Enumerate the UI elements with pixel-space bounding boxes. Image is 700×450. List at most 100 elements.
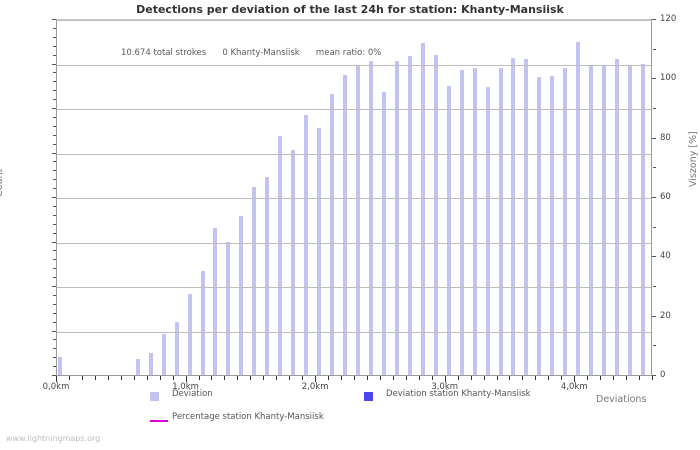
x-axis-tick [211,376,213,380]
legend-swatch [364,392,373,401]
bar [135,358,140,375]
x-axis-tick [509,376,511,380]
y-axis-right-label: Viszony [%] [688,131,699,187]
bar [252,187,257,375]
x-axis-tick [354,376,355,380]
x-axis-tick [68,376,70,380]
y-axis-left-minor-tick [53,161,56,163]
y-axis-right-tick-label: 20 [660,310,671,321]
bar [407,56,412,375]
y-axis-left-tick [52,63,56,65]
x-axis-tick [379,376,381,380]
bar [239,215,244,375]
y-axis-right-tick-label: 100 [660,73,677,84]
y-axis-left-minor-tick [53,277,56,279]
y-axis-left-minor-tick [53,170,56,172]
y-axis-right-tick-label: 80 [660,132,671,143]
y-axis-left-minor-tick [53,179,56,181]
bar [576,42,581,375]
bar [304,115,309,375]
plot-area: 10.674 total strokes 0 Khanty-Mansiisk m… [56,19,652,375]
x-axis-tick [133,376,135,380]
x-axis-tick [626,376,628,380]
x-axis-tick-label: 4,0km [560,382,588,392]
x-axis-tick [470,376,472,380]
bar [485,86,490,375]
y-axis-right-minor-tick [653,345,656,347]
y-axis-left-tick [52,330,56,332]
y-axis-left-minor-tick [53,72,56,74]
y-axis-right-tick [652,19,656,20]
bar [381,91,386,375]
y-axis-left-tick [52,152,56,154]
y-axis-left-minor-tick [53,45,56,47]
y-axis-left-tick [52,286,56,287]
bar [226,242,231,375]
bar [317,127,322,375]
bar [602,65,607,375]
bar [615,59,620,375]
x-axis-tick [405,376,407,380]
x-axis-tick [639,376,641,380]
bar [563,67,568,375]
y-axis-left-minor-tick [53,348,56,350]
bar [589,66,594,375]
x-axis-tick [224,376,226,380]
x-axis-tick [392,376,394,380]
bar [200,270,205,375]
y-axis-left-tick [52,241,56,243]
x-axis-tick [561,376,563,380]
y-axis-left-minor-tick [53,321,56,323]
bar [472,67,477,375]
gridline [57,331,651,333]
x-axis-tick [535,376,537,380]
y-axis-left-minor-tick [53,223,56,225]
y-axis-right-minor-tick [653,286,656,287]
x-axis-major-tick [56,376,57,382]
y-axis-left-tick [52,108,56,109]
bar [213,228,218,375]
y-axis-left-tick [52,19,56,20]
chart-annotation: 10.674 total strokes 0 Khanty-Mansiisk m… [121,48,382,58]
bar [537,76,542,375]
y-axis-right-minor-tick [653,167,656,169]
y-axis-left-minor-tick [53,125,56,127]
legend-label: Deviation station Khanty-Mansiisk [386,389,531,399]
x-axis-tick [600,376,602,380]
y-axis-left-minor-tick [53,294,56,296]
x-axis-major-tick [185,376,187,382]
y-axis-right-tick [652,375,656,376]
bar [187,294,192,375]
y-axis-right-tick-label: 120 [660,14,677,24]
x-axis-major-tick [315,376,317,382]
x-axis-tick [548,376,550,380]
bar [550,75,555,375]
bar [265,176,270,375]
y-axis-left-tick [52,375,56,376]
y-axis-left-minor-tick [53,250,56,252]
bar [524,59,529,375]
gridline [57,242,651,244]
y-axis-right-tick [652,315,656,317]
bar [330,93,335,375]
y-axis-right-tick-label: 0 [660,370,666,380]
x-axis-tick [276,376,278,380]
x-axis-tick [431,376,433,380]
x-axis-tick [418,376,420,380]
legend-line-marker [150,420,168,422]
x-axis-tick [328,376,330,380]
x-axis-tick [483,376,485,380]
y-axis-right-minor-tick [653,226,656,228]
y-axis-left-minor-tick [53,214,56,216]
x-axis-tick [302,376,304,380]
bar [161,334,166,375]
bar [356,65,360,375]
y-axis-left-minor-tick [53,312,56,314]
x-axis-tick-label: 1,0km [172,382,199,392]
y-axis-left-minor-tick [53,36,56,38]
x-axis-tick [81,376,83,380]
x-axis-tick-label: 3,0km [431,382,459,392]
bar [278,136,283,375]
y-axis-left-minor-tick [53,81,56,83]
